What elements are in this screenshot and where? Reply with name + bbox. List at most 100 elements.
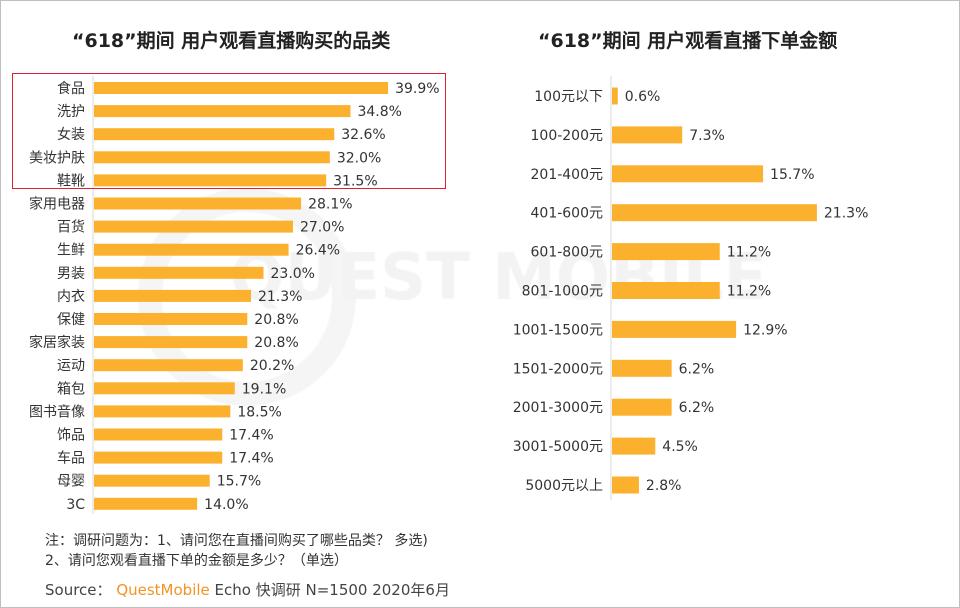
left-value-label: 20.2% [250,358,294,374]
left-category-label: 生鲜 [57,243,85,259]
right-bar [612,204,817,222]
right-value-label: 12.9% [743,322,787,338]
right-bar [612,398,672,416]
right-category-label: 100-200元 [531,128,604,144]
left-bar [94,266,264,279]
right-category-label: 201-400元 [531,167,604,183]
left-value-label: 17.4% [229,428,273,444]
left-bar [94,313,248,325]
right-bar [612,282,720,299]
right-bar [612,476,639,494]
left-category-label: 内衣 [57,289,85,305]
left-category-label: 洗护 [57,104,85,120]
left-category-label: 保健 [57,312,85,328]
left-bar [94,474,210,487]
left-category-label: 家用电器 [29,196,85,213]
left-category-label: 男装 [57,266,85,282]
left-value-label: 34.8% [357,104,401,120]
note-line-1: 注：调研问题为：1、请问您在直播间购买了哪些品类？ 多选) [45,533,428,549]
right-chart-title: “618”期间 用户观看直播下单金额 [538,30,838,52]
left-value-label: 32.6% [341,127,385,143]
left-category-label: 运动 [57,358,85,374]
right-category-label: 1001-1500元 [513,322,603,338]
right-category-label: 2001-3000元 [513,400,603,416]
left-bar [94,151,330,164]
left-category-label: 图书音像 [29,403,85,420]
left-bar [94,382,235,395]
right-value-label: 2.8% [646,478,682,494]
left-bar [94,405,231,418]
left-bar [94,220,293,233]
left-chart-title: “618”期间 用户观看直播购买的品类 [72,30,391,52]
right-value-label: 0.6% [625,89,661,105]
left-bar [94,243,289,256]
right-bar [612,126,683,144]
left-value-label: 27.0% [300,220,344,236]
source-label: Source： [45,581,112,599]
right-category-label: 100元以下 [534,89,603,105]
left-category-label: 箱包 [57,381,85,397]
right-bar [612,87,618,105]
left-value-label: 39.9% [395,81,439,97]
right-bar [612,437,656,455]
left-bar [94,174,327,187]
left-category-label: 3C [66,497,85,513]
left-bar [94,428,223,441]
left-category-label: 鞋靴 [57,173,85,189]
note-line-2: 2、请问您观看直播下单的金额是多少？（单选） [45,553,348,569]
left-value-label: 32.0% [337,150,381,166]
left-category-label: 家居家装 [29,334,85,351]
left-category-label: 百货 [57,219,85,236]
left-bar [94,336,248,349]
left-bar [94,451,223,464]
left-category-label: 母婴 [57,474,85,490]
left-category-label: 车品 [57,450,85,467]
right-value-label: 15.7% [770,167,814,183]
left-bar [94,359,243,372]
left-category-label: 美妆护肤 [29,150,85,166]
right-value-label: 7.3% [689,128,725,144]
source-brand: QuestMobile [116,581,210,599]
highlight-box [12,73,446,189]
left-bar [94,105,351,118]
left-value-label: 23.0% [271,266,315,282]
right-value-label: 21.3% [824,206,868,222]
right-bar [612,320,737,338]
left-value-label: 20.8% [254,312,298,328]
right-category-label: 801-1000元 [522,284,603,300]
left-value-label: 17.4% [229,451,273,467]
left-bar [94,497,198,510]
left-value-label: 26.4% [296,243,340,259]
right-value-label: 6.2% [679,400,715,416]
right-value-label: 4.5% [662,439,698,455]
left-value-label: 28.1% [308,197,352,213]
right-value-label: 11.2% [727,284,771,300]
left-value-label: 19.1% [242,381,286,397]
left-value-label: 21.3% [258,289,302,305]
right-bar [612,243,720,261]
right-category-label: 5000元以上 [525,478,603,494]
left-bar [94,128,335,141]
left-category-label: 饰品 [57,428,85,444]
right-bar [612,359,672,377]
right-category-label: 1501-2000元 [513,361,603,377]
left-value-label: 14.0% [204,497,248,513]
left-bar [94,289,251,302]
left-bar [94,197,302,210]
left-value-label: 20.8% [254,335,298,351]
right-value-label: 11.2% [727,245,771,261]
left-value-label: 31.5% [333,173,377,189]
left-value-label: 15.7% [217,474,261,490]
right-category-label: 3001-5000元 [513,439,603,455]
left-category-label: 食品 [57,80,85,97]
left-bar [94,82,389,94]
left-category-label: 女装 [57,126,85,143]
source: Source： QuestMobile Echo 快调研 N=1500 2020… [45,579,450,600]
right-value-label: 6.2% [679,361,715,377]
left-value-label: 18.5% [237,404,281,420]
right-bar [612,165,764,183]
source-rest: Echo 快调研 N=1500 2020年6月 [214,581,450,599]
right-category-label: 601-800元 [531,245,604,261]
right-category-label: 401-600元 [531,206,604,222]
